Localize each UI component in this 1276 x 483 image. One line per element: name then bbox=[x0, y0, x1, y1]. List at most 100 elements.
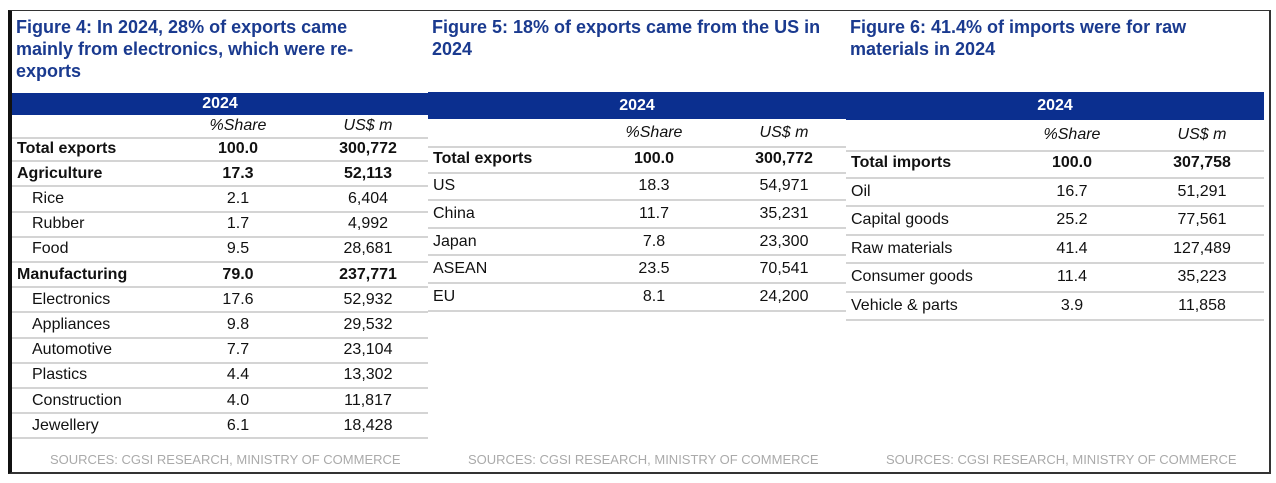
row-label: Agriculture bbox=[17, 164, 103, 182]
table-row: Total imports 100.0 307,758 bbox=[846, 150, 1264, 179]
share-value: 100.0 bbox=[1051, 154, 1093, 172]
usd-value: 52,113 bbox=[343, 164, 393, 182]
table-row: Appliances 9.8 29,532 bbox=[12, 313, 428, 339]
share-value: 79.0 bbox=[222, 265, 254, 283]
row-label: Jewellery bbox=[32, 416, 99, 434]
share-value: 18.3 bbox=[638, 177, 670, 195]
table-row: Plastics 4.4 13,302 bbox=[12, 364, 428, 389]
share-value: 11.7 bbox=[639, 204, 669, 222]
column-header-row: %Share US$ m bbox=[846, 120, 1264, 152]
table-row: Japan 7.8 23,300 bbox=[428, 229, 846, 257]
year-header: 2024 bbox=[846, 92, 1264, 120]
table-row: US 18.3 54,971 bbox=[428, 174, 846, 202]
row-label: Consumer goods bbox=[851, 268, 973, 286]
table-row: Manufacturing 79.0 237,771 bbox=[12, 263, 428, 289]
table-row: Automotive 7.7 23,104 bbox=[12, 339, 428, 364]
figure-4: Figure 4: In 2024, 28% of exports came m… bbox=[12, 10, 428, 475]
share-value: 4.0 bbox=[226, 391, 250, 409]
row-label: Raw materials bbox=[851, 239, 953, 257]
usd-value: 18,428 bbox=[343, 416, 393, 434]
usd-value: 23,104 bbox=[343, 341, 393, 359]
table-row: EU 8.1 24,200 bbox=[428, 284, 846, 312]
table-row: Consumer goods 11.4 35,223 bbox=[846, 264, 1264, 293]
share-value: 17.6 bbox=[222, 290, 254, 308]
usd-value: 54,971 bbox=[759, 177, 809, 195]
sources-note: SOURCES: CGSI RESEARCH, MINISTRY OF COMM… bbox=[468, 452, 819, 467]
share-value: 11.4 bbox=[1057, 268, 1087, 286]
share-column-header: %Share bbox=[625, 123, 683, 141]
usd-value: 4,992 bbox=[347, 215, 389, 233]
usd-value: 23,300 bbox=[759, 232, 809, 250]
row-label: Rice bbox=[32, 189, 65, 207]
table-row: Construction 4.0 11,817 bbox=[12, 389, 428, 415]
row-label: China bbox=[433, 204, 475, 222]
year-header: 2024 bbox=[12, 93, 428, 115]
table-row: Rice 2.1 6,404 bbox=[12, 187, 428, 213]
usd-value: 11,858 bbox=[1178, 296, 1226, 314]
usd-column-header: US$ m bbox=[343, 117, 393, 134]
table-row: ASEAN 23.5 70,541 bbox=[428, 256, 846, 284]
usd-value: 11,817 bbox=[344, 391, 392, 409]
figure-5: Figure 5: 18% of exports came from the U… bbox=[428, 10, 846, 475]
figure-title: Figure 5: 18% of exports came from the U… bbox=[432, 17, 821, 59]
usd-value: 35,231 bbox=[759, 204, 809, 222]
figure-title: Figure 4: In 2024, 28% of exports came m… bbox=[16, 17, 354, 81]
row-label: Electronics bbox=[32, 290, 111, 308]
row-label: Total imports bbox=[851, 154, 952, 172]
table-row: Capital goods 25.2 77,561 bbox=[846, 207, 1264, 236]
table-row: Vehicle & parts 3.9 11,858 bbox=[846, 293, 1264, 321]
table-row: Total exports 100.0 300,772 bbox=[428, 146, 846, 174]
table-row: Agriculture 17.3 52,113 bbox=[12, 162, 428, 188]
figure-frame bbox=[8, 10, 1271, 474]
row-label: Total exports bbox=[17, 139, 117, 157]
table-row: Total exports 100.0 300,772 bbox=[12, 137, 428, 163]
row-label: Construction bbox=[32, 391, 122, 409]
usd-value: 13,302 bbox=[343, 366, 393, 384]
share-value: 23.5 bbox=[638, 260, 670, 278]
row-label: Capital goods bbox=[851, 211, 949, 229]
sources-note: SOURCES: CGSI RESEARCH, MINISTRY OF COMM… bbox=[886, 452, 1237, 467]
usd-value: 300,772 bbox=[755, 149, 813, 167]
row-label: Food bbox=[32, 240, 69, 258]
share-column-header: %Share bbox=[209, 117, 267, 134]
share-value: 7.7 bbox=[226, 341, 250, 359]
sources-note: SOURCES: CGSI RESEARCH, MINISTRY OF COMM… bbox=[50, 452, 401, 467]
table-row: China 11.7 35,231 bbox=[428, 201, 846, 229]
share-value: 17.3 bbox=[222, 164, 254, 182]
figure-title: Figure 6: 41.4% of imports were for raw … bbox=[850, 17, 1187, 59]
share-value: 6.1 bbox=[226, 416, 250, 434]
share-value: 100.0 bbox=[633, 149, 675, 167]
usd-value: 24,200 bbox=[759, 287, 809, 305]
usd-value: 29,532 bbox=[343, 315, 393, 333]
usd-value: 307,758 bbox=[1173, 154, 1231, 172]
usd-value: 28,681 bbox=[343, 240, 393, 258]
usd-value: 70,541 bbox=[759, 260, 809, 278]
share-value: 25.2 bbox=[1056, 211, 1088, 229]
row-label: US bbox=[433, 177, 456, 195]
share-value: 7.8 bbox=[642, 232, 666, 250]
usd-value: 237,771 bbox=[339, 265, 397, 283]
row-label: Appliances bbox=[32, 315, 111, 333]
usd-value: 6,404 bbox=[347, 189, 389, 207]
row-label: Oil bbox=[851, 182, 871, 200]
usd-column-header: US$ m bbox=[759, 123, 809, 141]
usd-value: 77,561 bbox=[1177, 211, 1227, 229]
share-value: 9.5 bbox=[226, 240, 250, 258]
row-label: EU bbox=[433, 287, 456, 305]
share-value: 8.1 bbox=[642, 287, 666, 305]
year-header: 2024 bbox=[428, 92, 846, 119]
share-value: 1.7 bbox=[226, 215, 250, 233]
usd-value: 35,223 bbox=[1177, 268, 1227, 286]
row-label: Rubber bbox=[32, 215, 85, 233]
row-label: Automotive bbox=[32, 341, 113, 359]
column-header-row: %Share US$ m bbox=[12, 115, 428, 139]
figure-6: Figure 6: 41.4% of imports were for raw … bbox=[846, 10, 1264, 475]
share-value: 2.1 bbox=[226, 189, 250, 207]
row-label: Vehicle & parts bbox=[851, 296, 958, 314]
share-value: 9.8 bbox=[226, 315, 250, 333]
table-row: Rubber 1.7 4,992 bbox=[12, 213, 428, 238]
table-row: Raw materials 41.4 127,489 bbox=[846, 236, 1264, 264]
usd-value: 300,772 bbox=[339, 139, 397, 157]
usd-value: 52,932 bbox=[343, 290, 393, 308]
share-value: 16.7 bbox=[1056, 182, 1088, 200]
